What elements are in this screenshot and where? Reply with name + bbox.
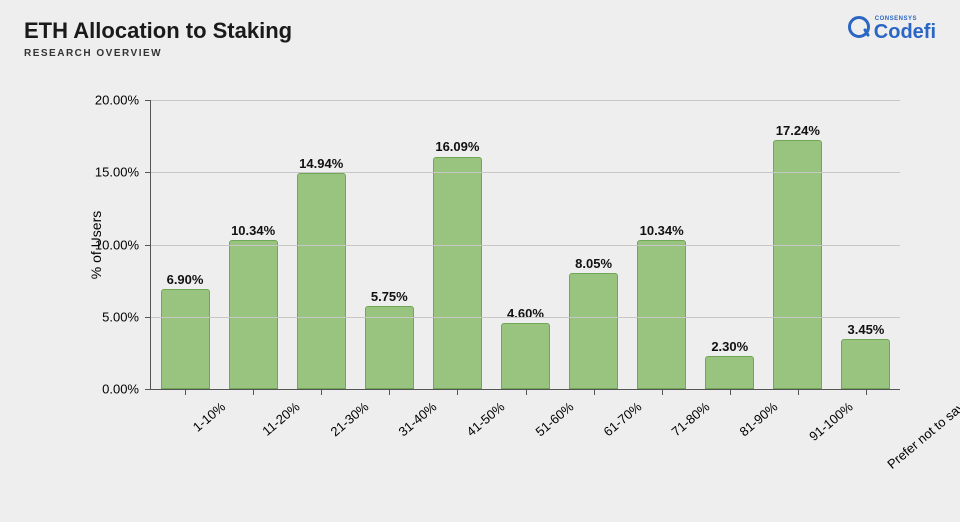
bar <box>773 140 822 389</box>
y-tick-label: 10.00% <box>95 237 151 252</box>
x-tick <box>253 389 254 395</box>
x-tick <box>594 389 595 395</box>
grid-line <box>151 317 900 318</box>
bar-value-label: 10.34% <box>640 223 684 240</box>
x-tick-label: 61-70% <box>600 399 644 439</box>
bar <box>569 273 618 389</box>
bar-value-label: 3.45% <box>848 322 885 339</box>
y-tick-label: 20.00% <box>95 93 151 108</box>
x-tick <box>798 389 799 395</box>
bar <box>161 289 210 389</box>
x-tick <box>526 389 527 395</box>
codefi-logo-icon <box>848 16 870 38</box>
y-tick-label: 0.00% <box>102 382 151 397</box>
x-tick <box>457 389 458 395</box>
bar <box>365 306 414 389</box>
x-tick-label: 1-10% <box>190 399 228 435</box>
bar-value-label: 6.90% <box>167 272 204 289</box>
x-tick <box>389 389 390 395</box>
grid-line <box>151 172 900 173</box>
y-tick-label: 15.00% <box>95 165 151 180</box>
x-tick <box>321 389 322 395</box>
bar <box>501 323 550 389</box>
bar-value-label: 10.34% <box>231 223 275 240</box>
grid-line <box>151 245 900 246</box>
bar-value-label: 14.94% <box>299 156 343 173</box>
page-subtitle: RESEARCH OVERVIEW <box>24 48 292 59</box>
x-tick-label: Prefer not to say <box>884 399 960 472</box>
x-tick-label: 81-90% <box>736 399 780 439</box>
x-tick-label: 41-50% <box>464 399 508 439</box>
allocation-chart: % of Users 6.90%10.34%14.94%5.75%16.09%4… <box>80 90 920 510</box>
x-tick <box>185 389 186 395</box>
bar <box>229 240 278 389</box>
x-tick <box>662 389 663 395</box>
x-tick <box>730 389 731 395</box>
y-tick-label: 5.00% <box>102 309 151 324</box>
bar-value-label: 16.09% <box>435 139 479 156</box>
x-tick <box>866 389 867 395</box>
x-tick-label: 91-100% <box>806 399 856 444</box>
bar <box>705 356 754 389</box>
page-title: ETH Allocation to Staking <box>24 18 292 44</box>
bar-value-label: 4.60% <box>507 306 544 323</box>
grid-line <box>151 100 900 101</box>
header: ETH Allocation to Staking RESEARCH OVERV… <box>24 18 292 59</box>
bar-value-label: 17.24% <box>776 123 820 140</box>
bar-value-label: 8.05% <box>575 256 612 273</box>
x-tick-label: 71-80% <box>668 399 712 439</box>
brand-logo: CONSENSYS Codefi <box>848 16 936 42</box>
bar <box>433 157 482 390</box>
x-tick-label: 31-40% <box>396 399 440 439</box>
plot-area: % of Users 6.90%10.34%14.94%5.75%16.09%4… <box>150 100 900 390</box>
x-tick-label: 21-30% <box>328 399 372 439</box>
bar-value-label: 2.30% <box>711 339 748 356</box>
x-tick-label: 51-60% <box>532 399 576 439</box>
bar <box>637 240 686 389</box>
bar <box>841 339 890 389</box>
bar-value-label: 5.75% <box>371 289 408 306</box>
bar <box>297 173 346 389</box>
brand-name: Codefi <box>874 22 936 42</box>
x-tick-label: 11-20% <box>259 399 302 439</box>
